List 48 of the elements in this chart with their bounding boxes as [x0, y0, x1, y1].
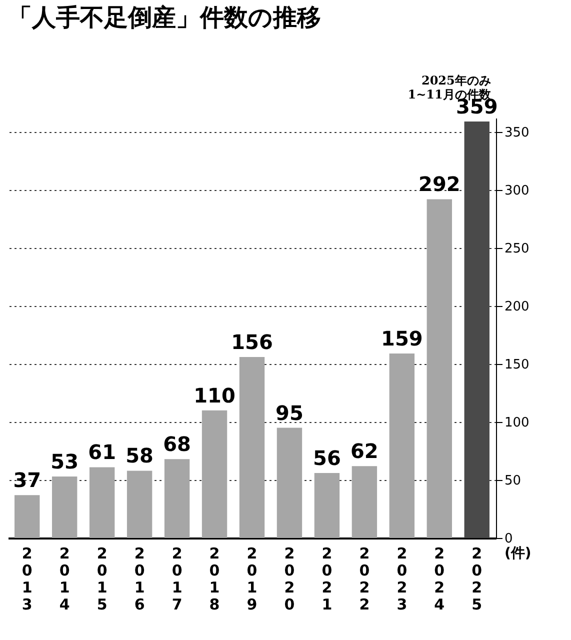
chart-title: 「人手不足倒産」件数の推移: [8, 3, 321, 32]
bar: [314, 473, 340, 538]
x-tick-label: 2014: [59, 544, 70, 614]
data-label: 156: [231, 330, 273, 354]
x-tick-label: 2024: [434, 544, 445, 614]
data-label: 62: [350, 439, 378, 464]
bar: [126, 470, 152, 538]
bar: [389, 354, 415, 538]
x-tick-label: 2020: [284, 544, 295, 614]
x-tick-label: 2018: [209, 544, 220, 614]
x-tick-label: 2019: [246, 544, 258, 614]
bar: [164, 459, 190, 538]
data-label: 61: [88, 440, 116, 464]
data-label: 58: [126, 444, 154, 468]
bar: [239, 357, 265, 538]
x-tick-label: 2013: [22, 544, 32, 614]
y-tick-label: 250: [504, 241, 530, 256]
bar: [352, 466, 378, 538]
y-tick-label: 150: [504, 357, 530, 372]
data-label: 110: [194, 383, 236, 408]
data-label: 53: [50, 450, 79, 474]
y-axis-title: (件): [504, 546, 532, 562]
data-label: 95: [276, 400, 304, 425]
bar: [426, 199, 452, 538]
bar: [52, 476, 78, 538]
y-tick-label: 0: [504, 532, 513, 546]
y-tick-label: 50: [504, 473, 522, 488]
x-tick-label: 2023: [396, 544, 408, 614]
x-tick-label: 2025: [472, 544, 482, 614]
y-tick-label: 200: [504, 299, 530, 314]
data-label: 68: [163, 432, 191, 456]
x-tick-label: 2017: [172, 544, 182, 614]
y-tick-label: 100: [504, 415, 530, 430]
y-tick-label: 350: [504, 125, 530, 140]
data-label: 56: [313, 446, 341, 470]
y-tick-label: 300: [504, 183, 530, 198]
data-label: 159: [381, 326, 423, 351]
x-tick-label: 2021: [322, 544, 332, 614]
bar: [276, 428, 302, 538]
bar: [464, 121, 490, 538]
x-tick-label: 2016: [134, 544, 145, 614]
bar: [202, 410, 228, 538]
bar: [14, 495, 40, 538]
data-label: 37: [13, 468, 42, 492]
data-label: 292: [418, 172, 460, 196]
x-tick-label: 2015: [96, 544, 108, 614]
x-tick-label: 2022: [359, 544, 370, 614]
bar: [89, 467, 115, 538]
